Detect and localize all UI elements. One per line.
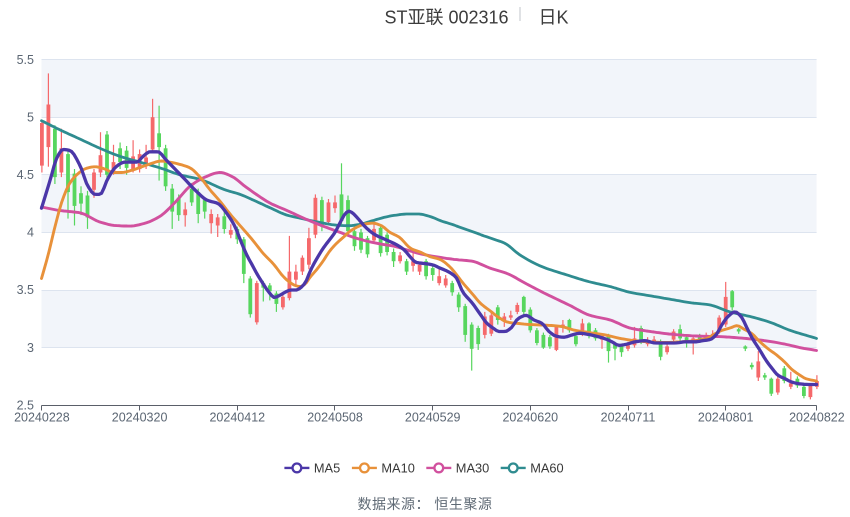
- svg-text:20240801: 20240801: [698, 411, 754, 425]
- svg-text:20240412: 20240412: [209, 411, 265, 425]
- svg-text:MA30: MA30: [456, 461, 489, 476]
- svg-text:数据来源： 恒生聚源: 数据来源： 恒生聚源: [358, 496, 493, 512]
- svg-text:4: 4: [27, 226, 34, 240]
- svg-text:MA10: MA10: [381, 461, 414, 476]
- svg-text:20240711: 20240711: [601, 411, 656, 425]
- svg-text:20240620: 20240620: [502, 411, 558, 425]
- svg-text:20240320: 20240320: [112, 411, 168, 425]
- svg-text:5: 5: [27, 110, 34, 124]
- svg-text:MA60: MA60: [530, 461, 563, 476]
- svg-text:2.5: 2.5: [17, 398, 34, 412]
- svg-text:20240822: 20240822: [789, 411, 845, 425]
- svg-text:ST亚联 002316: ST亚联 002316: [385, 8, 509, 28]
- svg-text:20240508: 20240508: [307, 411, 363, 425]
- svg-text:MA5: MA5: [314, 461, 340, 476]
- svg-text:3.5: 3.5: [17, 283, 34, 297]
- svg-text:20240529: 20240529: [405, 411, 461, 425]
- svg-text:3: 3: [27, 341, 34, 355]
- svg-text:日K: 日K: [539, 8, 569, 28]
- svg-text:4.5: 4.5: [17, 168, 34, 182]
- svg-text:5.5: 5.5: [17, 53, 34, 67]
- svg-text:20240228: 20240228: [14, 411, 70, 425]
